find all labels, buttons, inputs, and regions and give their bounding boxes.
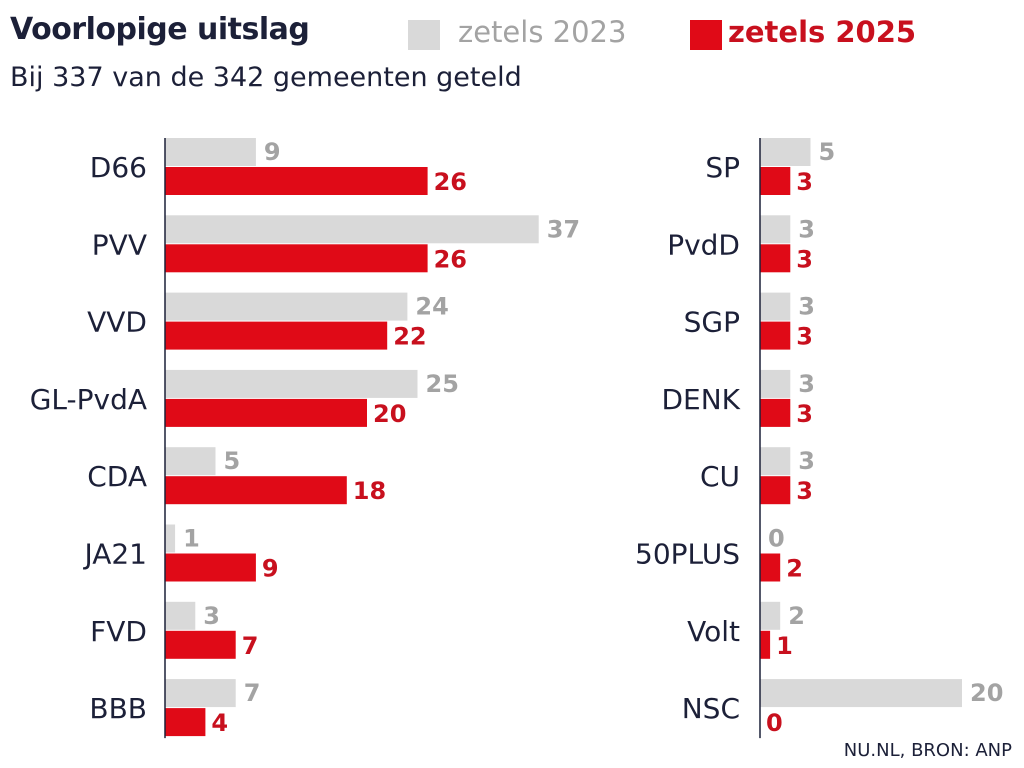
category-label: D66 (90, 151, 147, 184)
bar-2025 (165, 476, 347, 505)
data-label-2025: 7 (242, 632, 259, 660)
data-label-2023: 0 (768, 525, 785, 553)
bar-2023 (165, 679, 236, 708)
bar-2023 (760, 138, 811, 166)
bar-2023 (165, 447, 216, 476)
bar-2025 (165, 167, 428, 195)
bar-2023 (760, 679, 962, 708)
bar-2023 (165, 292, 408, 321)
data-label-2023: 3 (798, 370, 815, 398)
category-label: CDA (87, 460, 147, 493)
bar-2025 (760, 167, 791, 195)
bar-2025 (165, 630, 236, 659)
bar-2025 (165, 398, 367, 427)
data-label-2023: 3 (798, 215, 815, 243)
data-label-2023: 7 (244, 679, 261, 707)
bar-2023 (165, 369, 418, 398)
data-label-2025: 0 (766, 709, 783, 737)
data-label-2023: 5 (224, 447, 241, 475)
bar-2025 (165, 553, 256, 582)
data-label-2023: 1 (183, 525, 200, 553)
category-label: CU (700, 460, 740, 493)
legend-label-2023: zetels 2023 (458, 15, 627, 49)
legend-swatch-2023 (408, 20, 440, 50)
bar-2023 (760, 369, 791, 398)
bar-2023 (165, 524, 176, 553)
data-label-2023: 24 (415, 293, 448, 321)
category-label: PvdD (667, 228, 740, 261)
legend-swatch-2025 (690, 20, 722, 50)
data-label-2023: 20 (970, 679, 1003, 707)
bar-2025 (760, 244, 791, 273)
category-label: Volt (687, 615, 740, 648)
bar-2025 (760, 398, 791, 427)
data-label-2025: 3 (796, 245, 813, 273)
category-label: 50PLUS (635, 538, 740, 571)
data-label-2023: 3 (203, 602, 220, 630)
data-label-2025: 20 (373, 400, 406, 428)
bar-2025 (760, 321, 791, 350)
category-label: SGP (684, 306, 740, 339)
category-label: DENK (661, 383, 740, 416)
category-label: BBB (89, 692, 147, 725)
category-label: JA21 (82, 538, 147, 571)
data-label-2023: 9 (264, 138, 281, 166)
data-label-2025: 3 (796, 400, 813, 428)
bar-2023 (760, 215, 791, 244)
bar-2025 (165, 244, 428, 273)
data-label-2025: 26 (434, 245, 467, 273)
data-label-2025: 9 (262, 555, 279, 583)
category-label: VVD (87, 306, 147, 339)
bar-2023 (760, 292, 791, 321)
data-label-2025: 2 (786, 555, 803, 583)
data-label-2023: 25 (426, 370, 459, 398)
bar-2025 (760, 630, 771, 659)
chart-subtitle: Bij 337 van de 342 gemeenten geteld (10, 62, 522, 93)
data-label-2025: 26 (434, 168, 467, 196)
data-label-2025: 3 (796, 168, 813, 196)
data-label-2025: 4 (211, 709, 228, 737)
category-label: SP (705, 151, 740, 184)
bar-2025 (760, 553, 781, 582)
bar-2025 (760, 476, 791, 505)
chart-title: Voorlopige uitslag (10, 12, 310, 47)
bar-2025 (165, 321, 388, 350)
category-label: GL-PvdA (30, 383, 147, 416)
data-label-2023: 2 (788, 602, 805, 630)
data-label-2023: 5 (819, 138, 836, 166)
category-label: PVV (92, 228, 147, 261)
bar-2023 (760, 447, 791, 476)
bar-2023 (760, 601, 781, 630)
data-label-2025: 22 (393, 323, 426, 351)
bar-2023 (165, 138, 256, 166)
bar-2025 (165, 708, 206, 737)
category-label: NSC (682, 692, 740, 725)
data-label-2025: 1 (776, 632, 793, 660)
bar-2023 (165, 601, 196, 630)
legend-label-2025: zetels 2025 (728, 15, 917, 49)
data-label-2025: 18 (353, 477, 386, 505)
data-label-2023: 37 (547, 215, 580, 243)
data-label-2023: 3 (798, 447, 815, 475)
bar-2023 (165, 215, 539, 244)
data-label-2025: 3 (796, 323, 813, 351)
data-label-2025: 3 (796, 477, 813, 505)
source-credit: NU.NL, BRON: ANP (843, 740, 1012, 761)
category-label: FVD (90, 615, 147, 648)
data-label-2023: 3 (798, 293, 815, 321)
